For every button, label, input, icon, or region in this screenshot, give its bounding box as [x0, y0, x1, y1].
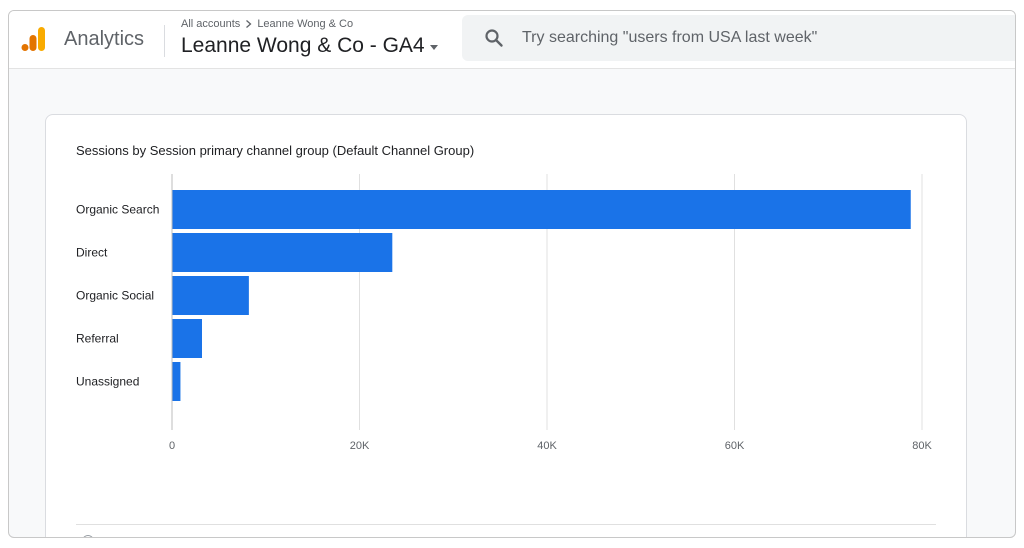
header-divider	[164, 25, 165, 57]
top-app-bar: Analytics All accounts Leanne Wong & Co …	[9, 11, 1015, 69]
category-label: Organic Social	[76, 289, 154, 303]
breadcrumb-property[interactable]: Leanne Wong & Co	[257, 18, 354, 30]
property-selector[interactable]: Leanne Wong & Co - GA4	[181, 34, 438, 58]
card-divider	[76, 524, 936, 525]
sessions-bar-chart: 0 20K 40K 60K 80K Organic Search Direct Organic…	[76, 174, 932, 452]
breadcrumb-account[interactable]: All accounts	[181, 18, 241, 30]
x-tick-label: 0	[169, 440, 175, 452]
search-icon	[485, 29, 503, 47]
bar[interactable]	[172, 319, 202, 358]
bar[interactable]	[172, 362, 181, 401]
dropdown-caret-icon	[429, 45, 438, 50]
x-tick-label: 20K	[350, 440, 370, 452]
search-box[interactable]	[462, 15, 1015, 61]
app-name: Analytics	[64, 28, 145, 50]
info-icon[interactable]	[82, 535, 94, 537]
property-name: Leanne Wong & Co - GA4	[181, 34, 425, 57]
category-label: Organic Search	[76, 203, 159, 217]
category-label: Unassigned	[76, 375, 139, 389]
category-label: Direct	[76, 246, 108, 260]
x-tick-label: 60K	[725, 440, 745, 452]
card-title: Sessions by Session primary channel grou…	[76, 143, 475, 158]
search-input[interactable]	[522, 15, 1002, 61]
category-label: Referral	[76, 332, 119, 346]
x-tick-label: 40K	[537, 440, 557, 452]
chart-card: Sessions by Session primary channel grou…	[45, 114, 967, 537]
analytics-logo-icon[interactable]	[21, 26, 47, 52]
app-window: Analytics All accounts Leanne Wong & Co …	[8, 10, 1016, 538]
chevron-right-icon	[246, 20, 252, 28]
bar[interactable]	[172, 276, 249, 315]
x-tick-label: 80K	[912, 440, 932, 452]
bar[interactable]	[172, 233, 393, 272]
breadcrumb[interactable]: All accounts Leanne Wong & Co	[181, 18, 353, 30]
bar[interactable]	[172, 190, 911, 229]
